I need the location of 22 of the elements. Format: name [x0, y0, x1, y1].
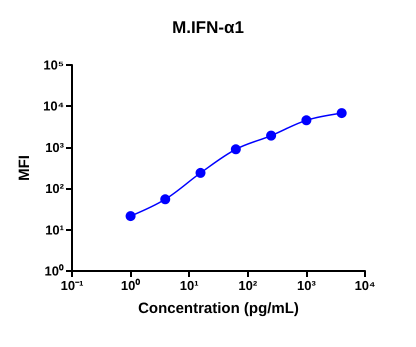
y-tick-label: 10⁰ [44, 264, 64, 278]
y-axis-title: MFI [16, 155, 33, 181]
y-tick-label: 10⁴ [43, 98, 64, 114]
x-tick-label: 10⁴ [354, 278, 376, 293]
point [196, 168, 206, 178]
x-tick-label: 10⁰ [120, 278, 140, 293]
y-tick-label: 10³ [45, 140, 65, 155]
x-axis-title: Concentration (pg/mL) [138, 300, 299, 317]
x-tick-label: 10⁻¹ [60, 278, 84, 293]
x-tick-label: 10² [238, 278, 258, 293]
y-tick-label: 10⁵ [43, 58, 64, 72]
point [266, 130, 276, 141]
point [126, 211, 136, 222]
x-tick-label: 10³ [297, 278, 316, 293]
y-tick-label: 10¹ [45, 222, 64, 238]
point [230, 144, 241, 154]
point [336, 108, 347, 118]
chart-title: M.IFN-α1 [172, 18, 244, 37]
y-tick-label: 10² [45, 181, 65, 196]
point [160, 194, 170, 204]
x-tick-label: 10¹ [180, 278, 199, 293]
point [301, 115, 312, 126]
